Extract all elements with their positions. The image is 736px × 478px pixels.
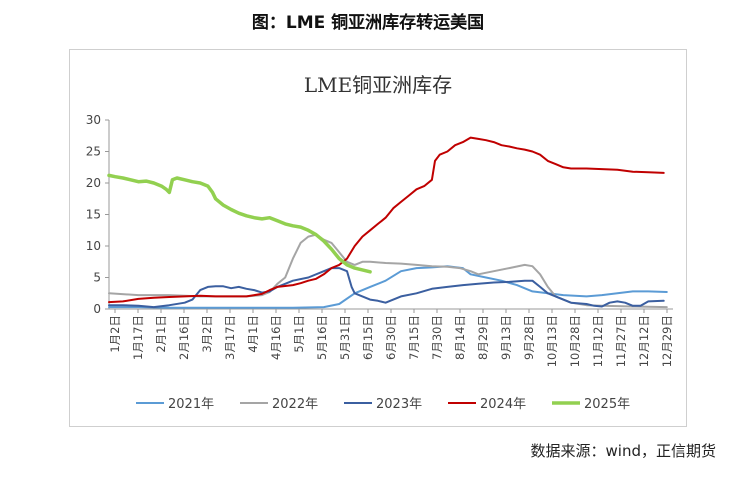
x-tick-label: 1月17日 — [131, 315, 145, 360]
x-tick-label: 11月12日 — [591, 315, 605, 367]
x-tick-label: 6月15日 — [361, 315, 375, 360]
axes: 0 5 10 15 20 25 30 1月2日 1月17日 2月1日 2月16日 3月2日 3月17日 4… — [86, 113, 674, 367]
legend-label-2025: 2025年 — [584, 397, 630, 412]
x-tick-label: 5月31日 — [338, 315, 352, 360]
x-tick-label: 6月30日 — [384, 315, 398, 360]
y-tick-label: 20 — [86, 176, 101, 190]
y-tick-label: 25 — [86, 145, 101, 159]
series-line-2022 — [108, 233, 668, 309]
x-tick-label: 3月2日 — [200, 315, 214, 353]
source-note: 数据来源：wind，正信期货 — [530, 442, 716, 460]
chart-frame: LME铜亚洲库存 0 5 10 15 20 25 30 1月2日 1月17日 2月1日 2月16日 3… — [69, 49, 687, 427]
chart-title: LME铜亚洲库存 — [304, 73, 452, 97]
y-tick-label: 0 — [93, 302, 101, 316]
x-tick-label: 12月12日 — [637, 315, 651, 367]
y-tick-label: 5 — [93, 271, 101, 285]
x-tick-label: 4月1日 — [246, 315, 260, 353]
series-line-2023 — [108, 267, 665, 309]
legend: 2021年 2022年 2023年 2024年 2025年 — [136, 397, 630, 412]
x-tick-label: 7月15日 — [407, 315, 421, 360]
x-tick-label: 8月29日 — [476, 315, 490, 360]
series-layer — [107, 136, 668, 309]
series-line-2024 — [108, 136, 665, 304]
x-tick-label: 4月16日 — [269, 315, 283, 360]
legend-label-2021: 2021年 — [168, 397, 214, 412]
x-tick-label: 12月29日 — [660, 315, 674, 367]
x-tick-label: 5月1日 — [292, 315, 306, 353]
x-tick-label: 10月13日 — [545, 315, 559, 367]
legend-label-2024: 2024年 — [480, 397, 526, 412]
x-tick-label: 9月13日 — [499, 315, 513, 360]
x-tick-label: 8月14日 — [453, 315, 467, 360]
x-tick-label: 2月16日 — [177, 315, 191, 360]
x-tick-label: 2月1日 — [154, 315, 168, 353]
x-tick-label: 7月30日 — [430, 315, 444, 360]
x-tick-label: 10月28日 — [568, 315, 582, 367]
x-tick-label: 3月17日 — [223, 315, 237, 360]
legend-label-2023: 2023年 — [376, 397, 422, 412]
x-tick-label: 5月16日 — [315, 315, 329, 360]
y-tick-label: 10 — [86, 239, 101, 253]
chart-svg: LME铜亚洲库存 0 5 10 15 20 25 30 1月2日 1月17日 2月1日 2月16日 3… — [86, 73, 674, 412]
y-tick-label: 30 — [86, 113, 101, 127]
legend-label-2022: 2022年 — [272, 397, 318, 412]
x-tick-label: 11月27日 — [614, 315, 628, 367]
x-tick-label: 1月2日 — [108, 315, 122, 353]
series-line-2025 — [107, 173, 372, 274]
page-title: 图：LME 铜亚洲库存转运美国 — [251, 13, 485, 33]
y-tick-label: 15 — [86, 208, 101, 222]
x-tick-label: 9月28日 — [522, 315, 536, 360]
